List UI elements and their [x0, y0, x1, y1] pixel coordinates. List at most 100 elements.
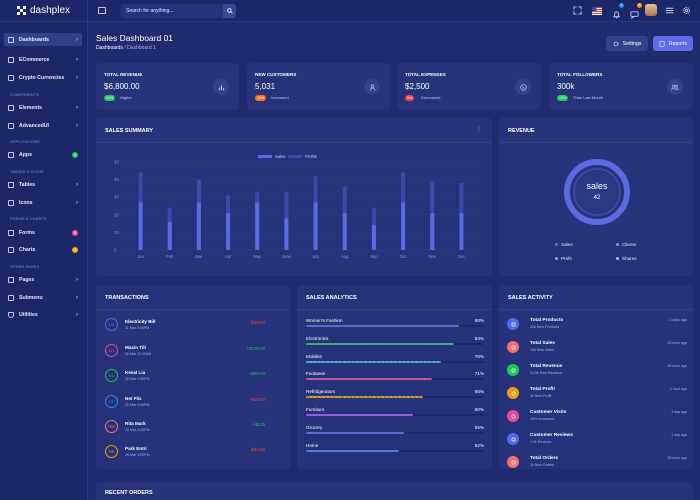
bar-sales [167, 221, 172, 250]
activity-row[interactable]: Total Profit 4k New Profit 1 hour ago [507, 387, 687, 405]
flag-us-icon[interactable] [592, 7, 602, 15]
legend-label: Profit [561, 256, 572, 261]
bar-sales [313, 202, 318, 250]
activity-time: 1 day ago [671, 433, 687, 437]
sidebar-item-utilities[interactable]: Utilities › [4, 308, 82, 321]
sidebar-item-label: Charts [19, 246, 36, 253]
sidebar-item-dashboards[interactable]: Dashboards › [4, 33, 82, 46]
sidebar-item-advancedui[interactable]: AdvancedUI › [4, 119, 82, 132]
transaction-amount: +$100.00 [246, 346, 265, 351]
star-icon [8, 199, 14, 206]
transaction-name: Rita Mark [125, 421, 146, 426]
sidebar-item-submenu[interactable]: Submenu › [4, 291, 82, 304]
analytics-row: Mobiles 76% [306, 354, 484, 368]
sidebar-item-pages[interactable]: Pages › [4, 273, 82, 286]
sidebar-item-label: Tables [19, 181, 36, 188]
notifications-button[interactable]: 1 [612, 3, 624, 19]
sidebar-item-label: Utilities [19, 311, 38, 318]
donut-center [576, 171, 618, 213]
divider [297, 309, 492, 310]
fullscreen-icon[interactable] [573, 6, 582, 15]
activity-row[interactable]: Customer Reviews 1.4k Reviews 1 day ago [507, 433, 687, 451]
search-input[interactable]: Search for anything... [121, 4, 236, 18]
activity-title: Total Revenue [530, 364, 563, 369]
nav-heading: APPLICATIONS [10, 140, 40, 144]
transaction-row[interactable]: KL Keval Lia 16 Mar 1:00PM +$80.00 [105, 369, 265, 387]
analytics-label: Women's Fashion [306, 318, 343, 323]
avatar[interactable] [645, 4, 657, 16]
analytics-row: Footwear 71% [306, 371, 484, 385]
reports-button[interactable]: Reports [653, 36, 693, 51]
bar-sales [284, 218, 289, 250]
activity-row[interactable]: Total Sales 10k New Sales 23 mins ago [507, 341, 687, 359]
transaction-amount: -$40.00 [250, 447, 265, 452]
sidebar-item-apps[interactable]: Apps 2 [4, 148, 82, 161]
box-icon [8, 104, 14, 111]
sidebar-item-tables[interactable]: Tables › [4, 178, 82, 191]
settings-label: Settings [622, 40, 642, 47]
x-tick-label: June [282, 254, 292, 259]
analytics-label: Furniture [306, 407, 325, 412]
page-title: Sales Dashboard 01 [96, 33, 174, 43]
sales-summary-card: SALES SUMMARY ⋮ 0 10 20 30 40 50 Sales Profits J… [96, 118, 492, 276]
activity-time: 2 days ago [669, 318, 687, 322]
sidebar-item-ecommerce[interactable]: ECommerce › [4, 53, 82, 66]
transaction-avatar: KL [105, 369, 118, 382]
sidebar-item-charts[interactable]: Charts 4 [4, 243, 82, 256]
stat-label: TOTAL EXPENSES [405, 72, 446, 77]
activity-row[interactable]: Customer Visits 15% Increased 1 day ago [507, 410, 687, 428]
activity-subtitle: 12k New Products [530, 325, 560, 329]
activity-row[interactable]: Total Revenue 22.5k New Revenue 46 mins ag… [507, 364, 687, 382]
table-icon [8, 181, 14, 188]
activity-title: Total Products [530, 318, 564, 323]
transaction-row[interactable]: MT Maxin Till 16 Mar 11:00AM +$100.00 [105, 344, 265, 362]
x-tick-label: July [312, 254, 320, 259]
gear-icon[interactable] [682, 6, 691, 15]
sidebar-item-forms[interactable]: Forms 3 [4, 226, 82, 239]
sidebar-item-label: Submenu [19, 294, 43, 301]
legend-label: Sales [561, 242, 573, 247]
grid-icon [8, 151, 14, 158]
top-header: Search for anything... 1 2 [88, 0, 700, 22]
coin-icon [8, 74, 14, 81]
progress-fill [306, 431, 404, 434]
legend-dot [555, 243, 558, 246]
transaction-row[interactable]: NF Net Flix 20 Mar 4:00PM -$10.00 [105, 395, 265, 413]
sidebar-item-crypto[interactable]: Crypto Currencies › [4, 71, 82, 84]
brand[interactable]: dashplex [0, 0, 87, 22]
transaction-row[interactable]: EB Electricity Bill 11 Mar 3:00PM -$15.00 [105, 318, 265, 336]
bell-icon [612, 11, 621, 19]
transaction-avatar: RM [105, 420, 118, 433]
more-options-icon[interactable]: ⋮ [476, 127, 482, 133]
dollar-icon: $ [515, 79, 531, 95]
sidebar-item-label: Crypto Currencies [19, 74, 65, 81]
sidebar-item-icons[interactable]: Icons › [4, 196, 82, 209]
chevron-right-icon: › [76, 36, 78, 43]
messages-button[interactable]: 2 [630, 3, 642, 20]
activity-row[interactable]: Total Orders 1k New Orders 35 mins ago [507, 456, 687, 474]
settings-button[interactable]: Settings [606, 36, 648, 51]
divider [96, 309, 290, 310]
sidebar-item-elements[interactable]: Elements › [4, 101, 82, 114]
breadcrumb-root[interactable]: Dashboards [96, 45, 123, 51]
activity-row[interactable]: Total Products 12k New Products 2 days ago [507, 318, 687, 336]
transaction-row[interactable]: RM Rita Mark 20 Mar 4:00PM +$125 [105, 420, 265, 438]
card-title: SALES SUMMARY [105, 128, 154, 134]
gear-icon [613, 41, 618, 46]
progress-track [306, 414, 484, 416]
transaction-amount: -$15.00 [250, 320, 265, 325]
chevron-right-icon: › [76, 122, 78, 129]
legend-dot [616, 257, 619, 260]
progress-fill [306, 378, 433, 381]
transaction-row[interactable]: PE Park Entri 26 Mar 4:00PM -$40.00 [105, 445, 265, 463]
sidebar-toggle-icon[interactable] [98, 7, 106, 14]
menu-icon[interactable] [665, 6, 674, 15]
sidebar-item-label: Dashboards [19, 36, 49, 43]
page-icon [8, 276, 14, 283]
stat-card-followers: TOTAL FOLLOWERS 300k 10% Than Last Month [549, 63, 693, 110]
analytics-label: Grocery [306, 424, 323, 430]
donut-ring-outer [564, 159, 630, 225]
revenue-card: REVENUE sales 42 Sales Clients Profit Sh… [499, 118, 693, 276]
x-tick-label: May [253, 254, 262, 259]
search-button[interactable] [223, 4, 236, 18]
